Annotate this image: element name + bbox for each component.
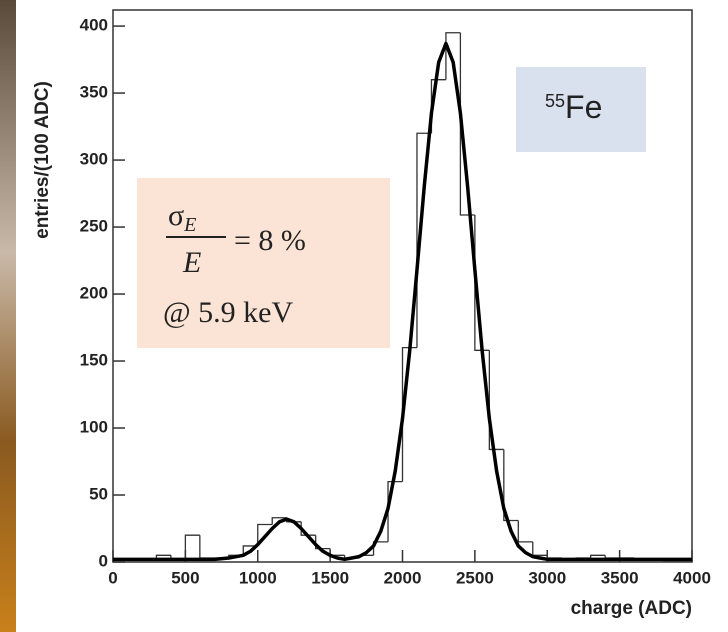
- histogram-bin: [503, 449, 519, 522]
- y-axis-title: entries/(100 ADC): [32, 81, 53, 239]
- isotope-label: 55Fe: [545, 89, 602, 125]
- x-axis-title: charge (ADC): [571, 598, 692, 619]
- y-tick-label: 350: [80, 83, 108, 102]
- resolution-box: [137, 178, 390, 348]
- x-tick-label: 2500: [456, 568, 494, 587]
- x-tick-label: 1500: [311, 568, 349, 587]
- histogram-bin: [257, 523, 273, 546]
- x-tick-label: 1000: [239, 568, 277, 587]
- histogram-bin: [488, 350, 504, 451]
- histogram-bin: [590, 554, 606, 558]
- isotope-mass: 55: [545, 91, 565, 111]
- histogram-bin: [242, 545, 258, 556]
- histogram-bin: [315, 535, 331, 550]
- histogram-bin: [372, 541, 389, 556]
- histogram-bin: [517, 520, 533, 543]
- subscript: E: [183, 214, 196, 236]
- y-tick-label: 400: [80, 16, 108, 35]
- y-tick-label: 50: [89, 484, 108, 503]
- y-tick-label: 0: [99, 551, 108, 570]
- y-tick-label: 100: [80, 418, 108, 437]
- resolution-note: @ 5.9 keV: [163, 296, 293, 329]
- formula-denominator: E: [182, 246, 201, 279]
- formula-rhs: = 8 %: [234, 224, 306, 257]
- fit-curve: [113, 41, 692, 562]
- histogram-bin: [184, 534, 200, 560]
- isotope-box: [516, 67, 646, 152]
- x-tick-label: 4000: [673, 568, 711, 587]
- x-tick-label: 0: [108, 568, 117, 587]
- y-tick-label: 150: [80, 351, 108, 370]
- y-tick-label: 200: [80, 284, 108, 303]
- histogram-bin: [401, 346, 417, 482]
- y-tick-label: 300: [80, 150, 108, 169]
- x-tick-label: 2000: [384, 568, 422, 587]
- histogram-bin: [199, 535, 215, 559]
- histogram-bin: [271, 517, 287, 525]
- histogram-bin: [532, 541, 548, 556]
- x-tick-label: 500: [171, 568, 199, 587]
- sigma: σ: [168, 199, 184, 232]
- histogram-bin: [445, 32, 461, 80]
- y-tick-label: 250: [80, 217, 108, 236]
- histogram-bin: [387, 480, 403, 542]
- x-tick-label: 3000: [528, 568, 566, 587]
- background-photo-strip: [0, 0, 16, 632]
- formula-numerator: σE: [168, 199, 196, 236]
- x-tick-label: 3500: [601, 568, 639, 587]
- isotope-element: Fe: [565, 89, 602, 125]
